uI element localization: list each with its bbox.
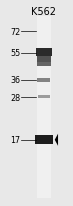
Text: 28: 28 — [10, 93, 20, 102]
Bar — [38, 96, 50, 99]
Text: 36: 36 — [10, 76, 20, 85]
Bar — [36, 49, 52, 56]
Bar — [36, 57, 51, 62]
Bar — [36, 63, 51, 67]
Text: K562: K562 — [31, 7, 56, 17]
Bar — [36, 16, 51, 198]
Text: 72: 72 — [10, 27, 20, 36]
Text: 17: 17 — [10, 136, 20, 145]
Text: 55: 55 — [10, 49, 20, 58]
Bar — [37, 79, 50, 83]
Polygon shape — [55, 134, 58, 146]
Bar — [35, 136, 53, 144]
